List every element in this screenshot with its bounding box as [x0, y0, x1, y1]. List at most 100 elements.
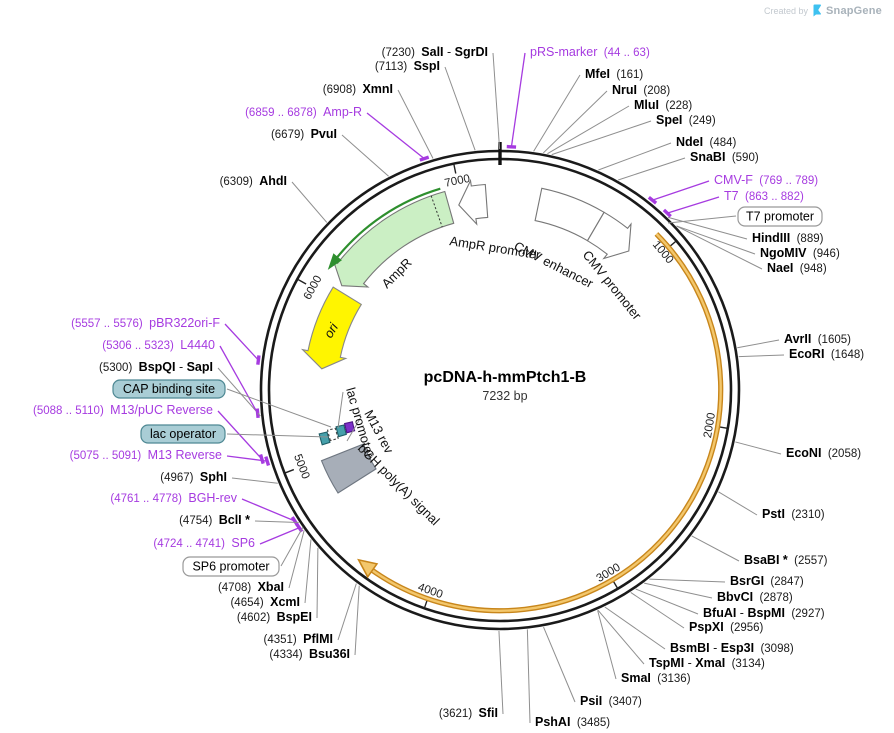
feature-ampr[interactable] — [332, 190, 455, 288]
leader-line — [598, 142, 672, 171]
enzyme-label-sali-sgrdi[interactable]: (7230) SalI - SgrDI — [382, 45, 488, 59]
feature-label-cmv-enhancer[interactable]: CMV enhancer — [512, 238, 597, 291]
enzyme-label-pvui[interactable]: (6679) PvuI — [271, 127, 337, 141]
leader-line — [630, 592, 685, 629]
feature-lac-operator-block[interactable] — [335, 424, 347, 438]
leader-line — [691, 535, 740, 562]
tick-label: 7000 — [444, 173, 471, 190]
primer-dash — [290, 516, 299, 526]
feature-bgh-polya-signal[interactable] — [320, 443, 377, 494]
leader-line — [241, 498, 296, 522]
feature-label-bgh-poly-a-signal[interactable]: bGH poly(A) signal — [355, 441, 443, 529]
enzyme-label-smai[interactable]: SmaI (3136) — [621, 671, 691, 685]
primer-label-cmv-f[interactable]: CMV-F (769 .. 789) — [714, 173, 818, 187]
svg-text:pRS-marker (44 .. 63): pRS-marker (44 .. 63) — [530, 45, 650, 59]
leader-line — [444, 66, 476, 151]
primer-label-m13-reverse[interactable]: (5075 .. 5091) M13 Reverse — [70, 448, 222, 462]
enzyme-label-bsmbi-esp3i[interactable]: BsmBI - Esp3I (3098) — [670, 641, 794, 655]
enzyme-label-sspi[interactable]: (7113) SspI — [375, 59, 440, 73]
feature-cmv-promoter[interactable] — [586, 211, 632, 260]
enzyme-label-bsabi-[interactable]: BsaBI * (2557) — [744, 553, 828, 567]
primer-label-prs-marker[interactable]: pRS-marker (44 .. 63) — [530, 45, 650, 59]
leader-line — [551, 120, 652, 156]
boxed-label-cap-binding-site[interactable]: CAP binding site — [112, 379, 226, 399]
svg-text:(6908) XmnI: (6908) XmnI — [323, 82, 393, 96]
leader-line — [337, 583, 357, 641]
enzyme-label-sfii[interactable]: (3621) SfiI — [439, 706, 498, 720]
enzyme-label-xbai[interactable]: (4708) XbaI — [218, 580, 284, 594]
svg-text:SP6 promoter: SP6 promoter — [192, 560, 269, 574]
site-labels: (7230) SalI - SgrDI(7113) SspI (6908) Xmn… — [33, 45, 864, 729]
leader-line — [668, 216, 748, 240]
enzyme-label-naei[interactable]: NaeI (948) — [767, 261, 827, 275]
feature-m13-rev-block[interactable] — [343, 421, 356, 434]
svg-text:(5300) BspQI - SapI: (5300) BspQI - SapI — [99, 360, 213, 374]
enzyme-label-nrui[interactable]: NruI (208) — [612, 83, 670, 97]
leader-line — [226, 388, 332, 428]
leader-line — [644, 582, 713, 599]
enzyme-label-pshai[interactable]: PshAI (3485) — [535, 715, 610, 729]
leader-line — [341, 134, 389, 177]
enzyme-label-pspxi[interactable]: PspXI (2956) — [689, 620, 764, 634]
enzyme-label-bbvci[interactable]: BbvCI (2878) — [717, 590, 793, 604]
svg-text:PspXI (2956): PspXI (2956) — [689, 620, 764, 634]
feature-cap-binding-site-block[interactable] — [318, 431, 331, 446]
enzyme-label-ndei[interactable]: NdeI (484) — [676, 135, 737, 149]
enzyme-label-mlui[interactable]: MluI (228) — [634, 98, 692, 112]
feature-divider — [430, 195, 443, 228]
boxed-label-sp6-promoter[interactable]: SP6 promoter — [182, 556, 280, 577]
svg-text:BfuAI - BspMI (2927): BfuAI - BspMI (2927) — [703, 606, 825, 620]
primer-label-t7[interactable]: T7 (863 .. 882) — [724, 189, 804, 203]
enzyme-label-econi[interactable]: EcoNI (2058) — [786, 446, 861, 460]
enzyme-label-bfuai-bspmi[interactable]: BfuAI - BspMI (2927) — [703, 606, 825, 620]
enzyme-label-tspmi-xmai[interactable]: TspMI - XmaI (3134) — [649, 656, 765, 670]
insert-ribbon-arrowhead — [357, 558, 379, 579]
primer-label-sp6[interactable]: (4724 .. 4741) SP6 — [153, 536, 255, 550]
svg-text:lac operator: lac operator — [150, 427, 216, 441]
enzyme-label-bspqi-sapi[interactable]: (5300) BspQI - SapI — [99, 360, 213, 374]
boxed-label-lac-operator[interactable]: lac operator — [140, 424, 226, 444]
primer-label-pbr322ori-f[interactable]: (5557 .. 5576) pBR322ori-F — [71, 316, 220, 330]
enzyme-label-ecori[interactable]: EcoRI (1648) — [789, 347, 864, 361]
feature-ampr-promoter[interactable] — [458, 178, 489, 226]
enzyme-label-xcmi[interactable]: (4654) XcmI — [230, 595, 300, 609]
enzyme-label-psii[interactable]: PsiI (3407) — [580, 694, 642, 708]
enzyme-label-pflmi[interactable]: (4351) PflMI — [264, 632, 334, 646]
feature-ori[interactable] — [300, 286, 363, 370]
enzyme-label-sphi[interactable]: (4967) SphI — [160, 470, 227, 484]
boxed-label-t7-promoter[interactable]: T7 promoter — [737, 206, 823, 227]
snapgene-logo-icon — [812, 4, 822, 17]
primer-label-bgh-rev[interactable]: (4761 .. 4778) BGH-rev — [110, 491, 237, 505]
primer-label-m13-puc-reverse[interactable]: (5088 .. 5110) M13/pUC Reverse — [33, 403, 213, 417]
enzyme-label-spei[interactable]: SpeI (249) — [656, 113, 716, 127]
svg-text:(4754) BclI *: (4754) BclI * — [179, 513, 250, 527]
enzyme-label-snabi[interactable]: SnaBI (590) — [690, 150, 759, 164]
primer-label-amp-r[interactable]: (6859 .. 6878) Amp-R — [245, 105, 362, 119]
enzyme-label-bsrgi[interactable]: BsrGI (2847) — [730, 574, 804, 588]
svg-text:(6859 .. 6878) Amp-R: (6859 .. 6878) Amp-R — [245, 105, 362, 119]
enzyme-label-xmni[interactable]: (6908) XmnI — [323, 82, 393, 96]
enzyme-label-bspei[interactable]: (4602) BspEI — [237, 610, 312, 624]
enzyme-label-avrii[interactable]: AvrII (1605) — [784, 332, 851, 346]
leader-line — [718, 491, 758, 516]
feature-lac-promoter-block[interactable] — [326, 427, 339, 442]
leader-line — [254, 520, 299, 523]
svg-text:(4654) XcmI: (4654) XcmI — [230, 595, 300, 609]
enzyme-label-bcli-[interactable]: (4754) BclI * — [179, 513, 250, 527]
enzyme-label-mfei[interactable]: MfeI (161) — [585, 67, 643, 81]
enzyme-label-bsu36i[interactable]: (4334) Bsu36I — [269, 647, 350, 661]
leader-line — [366, 112, 425, 160]
enzyme-label-ngomiv[interactable]: NgoMIV (946) — [760, 246, 840, 260]
primer-label-l4440[interactable]: (5306 .. 5323) L4440 — [102, 338, 215, 352]
insert-ribbon[interactable] — [367, 232, 724, 614]
enzyme-label-hindiii[interactable]: HindIII (889) — [752, 231, 824, 245]
leader-line — [492, 52, 501, 150]
svg-text:(4351) PflMI: (4351) PflMI — [264, 632, 334, 646]
enzyme-label-psti[interactable]: PstI (2310) — [762, 507, 825, 521]
leader-line — [618, 157, 686, 181]
svg-text:SnaBI (590): SnaBI (590) — [690, 150, 759, 164]
leader-line — [667, 215, 737, 224]
enzyme-label-ahdi[interactable]: (6309) AhdI — [220, 174, 287, 188]
svg-text:(4602) BspEI: (4602) BspEI — [237, 610, 312, 624]
